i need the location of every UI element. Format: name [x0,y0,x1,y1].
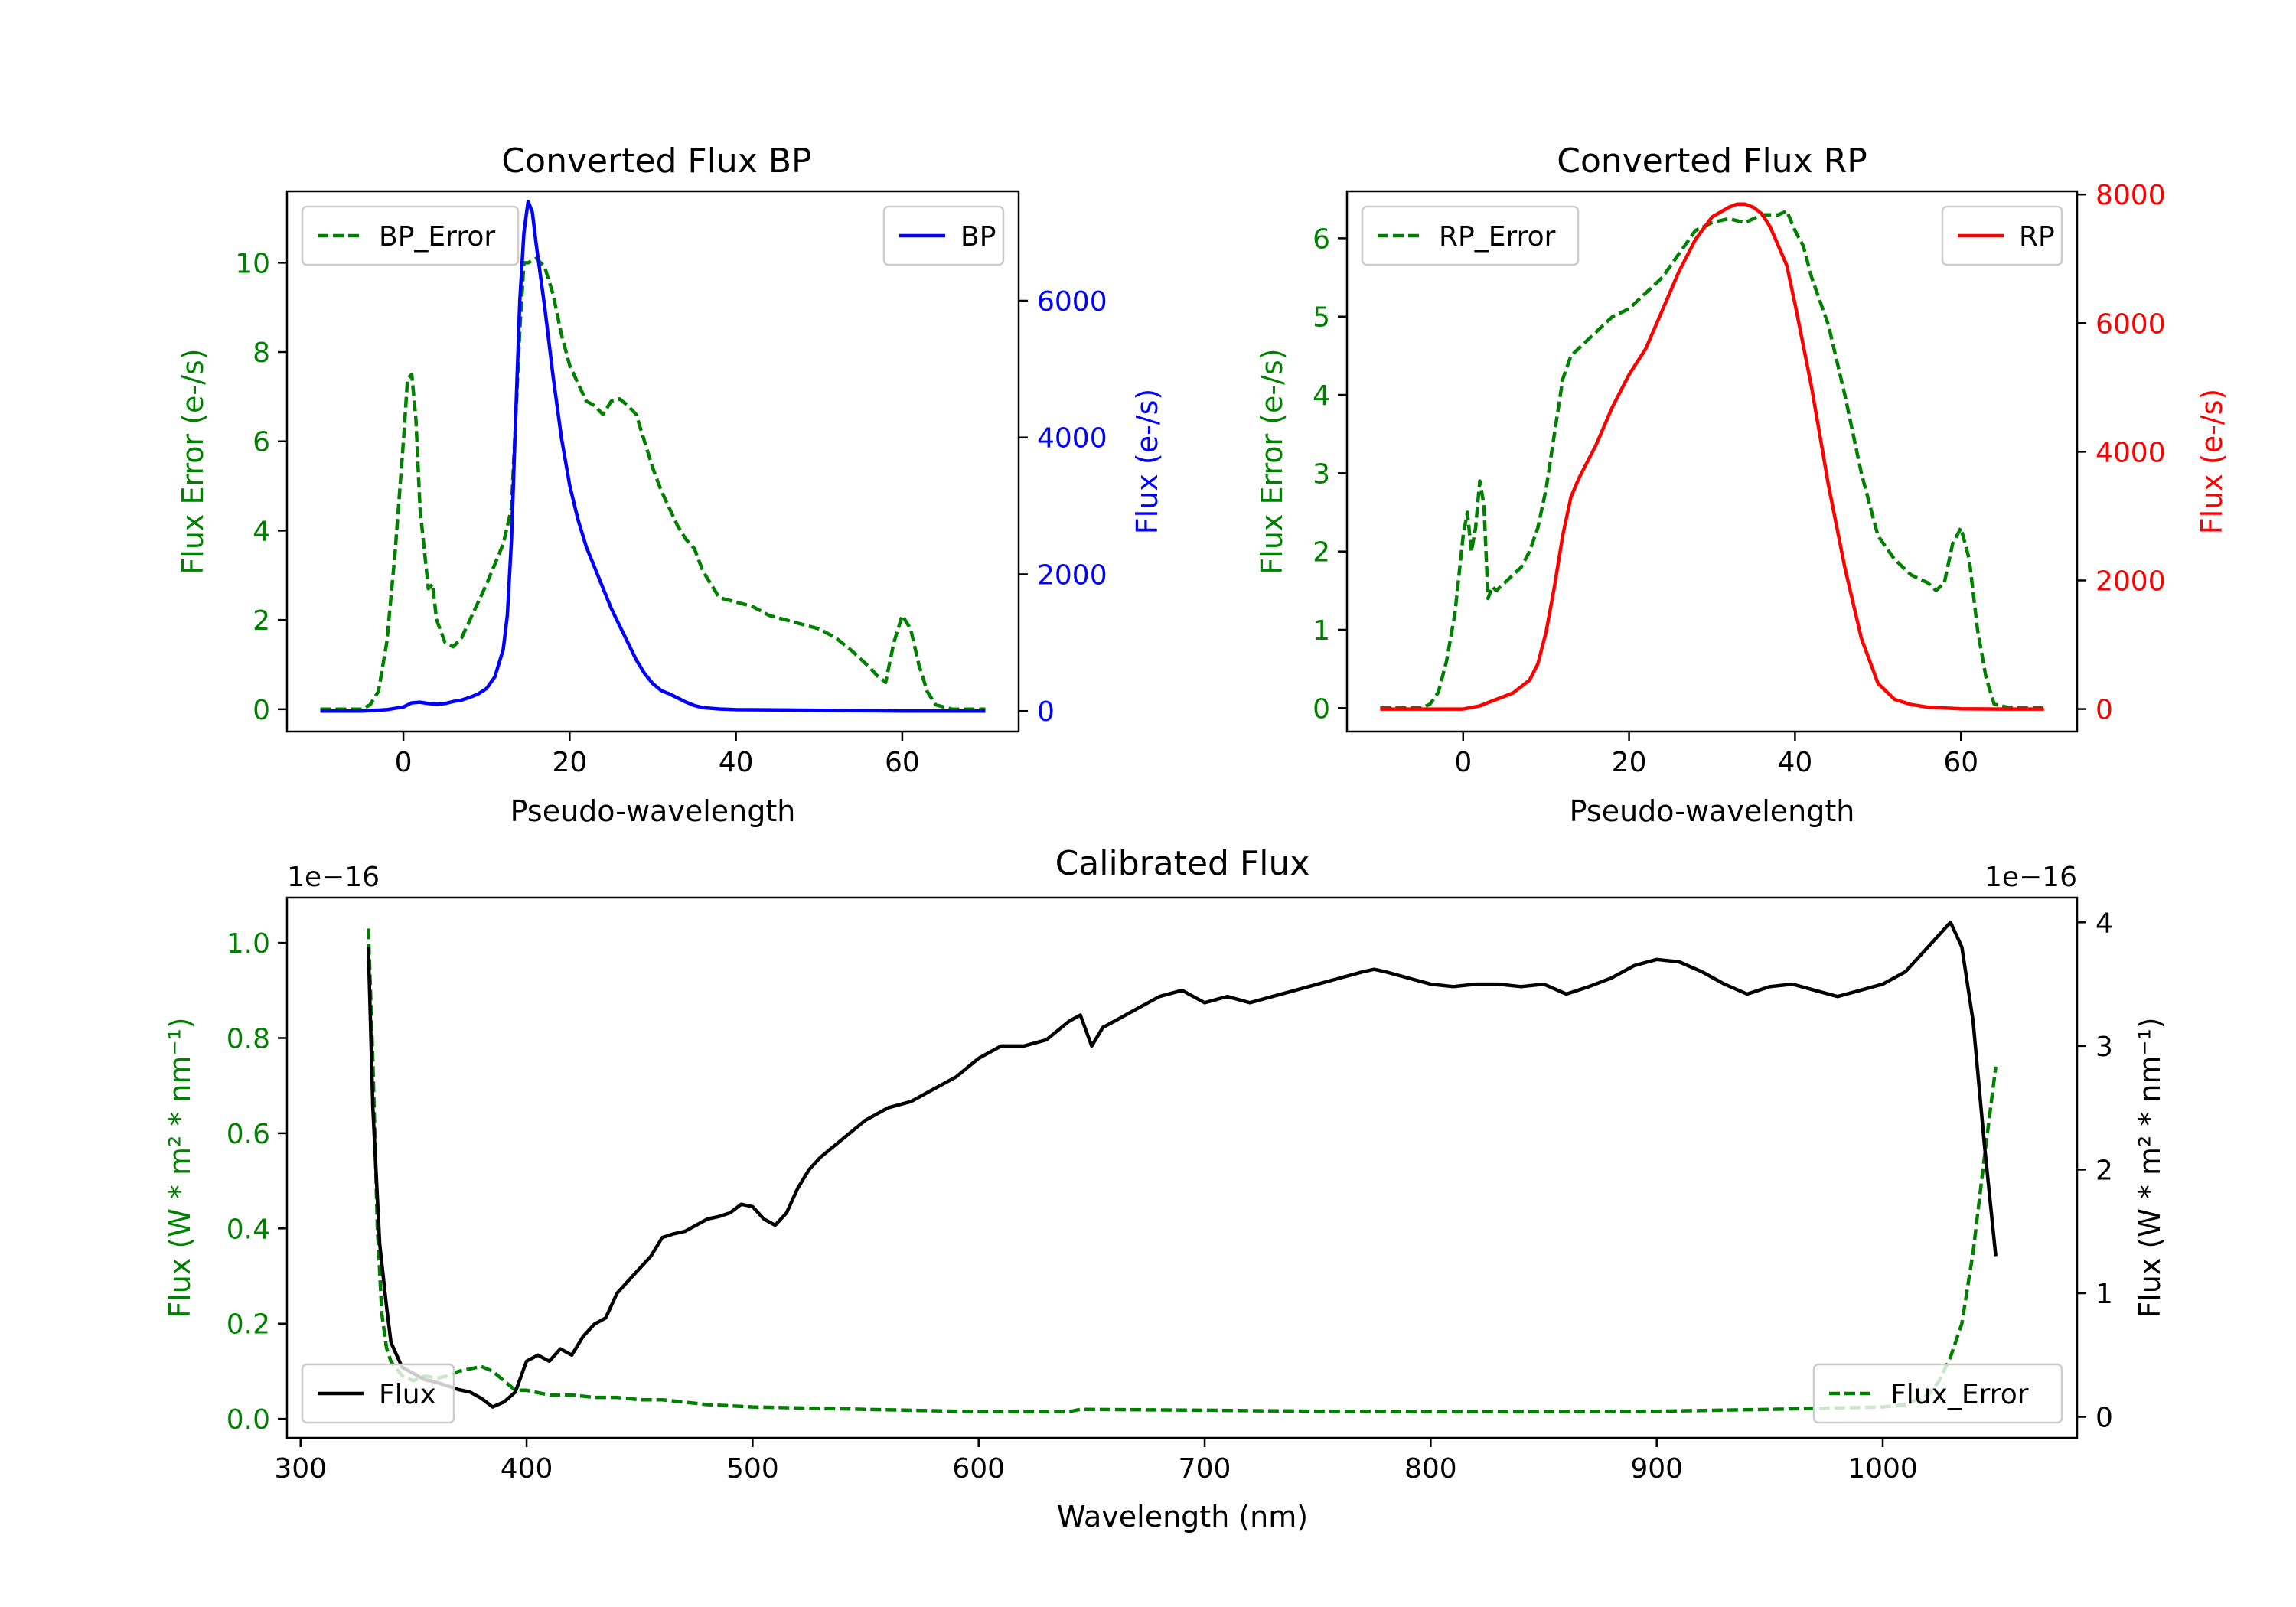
calibrated-xtick-label: 900 [1630,1453,1683,1485]
calibrated-ytick-left-label: 0.2 [227,1309,270,1341]
rp-legend-box-rp-error [1361,205,1580,266]
bp-ytick-left-label: 8 [253,337,270,369]
bp-legend-label-bp-error: BP_Error [379,221,495,253]
bp-ytick-left-label: 10 [235,248,270,279]
bp-ytick-right-label: 4000 [1037,423,1107,455]
rp-ytick-right-label: 6000 [2095,308,2166,340]
calibrated-ytick-right-label: 1 [2095,1279,2113,1310]
rp-ytick-left-label: 1 [1313,615,1330,647]
calibrated-ytick-right-label: 4 [2095,908,2113,939]
rp-xtick-label: 60 [1943,747,1978,778]
calibrated-legend-label-flux-error: Flux_Error [1890,1379,2029,1410]
calibrated-xlabel: Wavelength (nm) [1057,1500,1308,1534]
calibrated-ylabel-right: Flux (W * m² * nm⁻¹) [2133,1017,2167,1318]
rp-ytick-right-label: 2000 [2095,566,2166,597]
rp-ytick-right-label: 8000 [2095,180,2166,211]
bp-title: Converted Flux BP [501,142,811,181]
rp-axes-frame [1345,190,2079,733]
calibrated-ytick-right-label: 3 [2095,1032,2113,1063]
rp-xlabel: Pseudo-wavelength [1570,794,1855,828]
rp-xtick-label: 0 [1454,747,1472,778]
calibrated-title: Calibrated Flux [1055,844,1310,883]
rp-ytick-left-label: 2 [1313,537,1330,569]
calibrated-offset-right: 1e−16 [1985,862,2077,893]
calibrated-xtick-label: 1000 [1848,1453,1918,1485]
bp-series-bp-line [320,200,986,713]
calibrated-offset-left: 1e−16 [287,862,380,893]
rp-ytick-left-label: 6 [1313,223,1330,255]
bp-series-bp-error-line [320,256,986,712]
rp-legend-label-rp: RP [2019,221,2055,253]
bp-ytick-right-label: 0 [1037,696,1055,728]
bp-ytick-left-label: 6 [253,427,270,458]
bp-ytick-left-label: 4 [253,516,270,547]
bp-legend-box-bp-error [301,205,520,266]
rp-ytick-left-label: 3 [1313,458,1330,490]
calibrated-xtick-label: 600 [952,1453,1005,1485]
calibrated-ytick-right-label: 0 [2095,1403,2113,1434]
bp-xtick-label: 60 [885,747,920,778]
rp-series-rp-error-line [1380,209,2044,710]
rp-ytick-right-label: 0 [2095,695,2113,726]
bp-ytick-left-label: 2 [253,605,270,637]
rp-ytick-left-label: 0 [1313,693,1330,725]
calibrated-series-flux-line [367,921,1998,1409]
calibrated-ytick-left-label: 0.8 [227,1023,270,1054]
calibrated-legend-label-flux: Flux [379,1379,436,1410]
bp-xtick-label: 20 [552,747,587,778]
rp-legend-label-rp-error: RP_Error [1439,221,1556,253]
rp-ylabel-left: Flux Error (e-/s) [1255,348,1289,574]
calibrated-xtick-label: 800 [1404,1453,1457,1485]
rp-ylabel-right: Flux (e-/s) [2195,389,2229,534]
rp-ytick-left-label: 5 [1313,302,1330,334]
bp-xlabel: Pseudo-wavelength [510,794,796,828]
calibrated-ytick-left-label: 0.0 [227,1404,270,1436]
calibrated-xtick-label: 700 [1179,1453,1231,1485]
rp-panel: Converted Flux RP 0 20 40 60 0 1 2 3 4 5 6 0 2000 4… [1255,142,2229,828]
rp-title: Converted Flux RP [1557,142,1867,181]
bp-legend-label-bp: BP [960,221,996,253]
bp-axes-frame [285,190,1020,733]
calibrated-series-flux-error-line [367,928,1998,1414]
rp-ytick-left-label: 4 [1313,380,1330,412]
rp-ytick-right-label: 4000 [2095,437,2166,468]
bp-ytick-right-label: 6000 [1037,286,1107,318]
calibrated-ytick-left-label: 0.6 [227,1119,270,1150]
bp-ylabel-right: Flux (e-/s) [1130,389,1164,534]
bp-xtick-label: 0 [395,747,413,778]
bp-xtick-label: 40 [719,747,754,778]
calibrated-ytick-right-label: 2 [2095,1155,2113,1186]
calibrated-legend-box-flux-error [1812,1363,2063,1424]
calibrated-ytick-left-label: 0.4 [227,1214,270,1245]
rp-xtick-label: 20 [1612,747,1647,778]
rp-series-rp-line [1380,202,2044,711]
rp-xtick-label: 40 [1778,747,1813,778]
calibrated-legend-box-flux [301,1363,455,1424]
calibrated-panel: Calibrated Flux 1e−16 1e−16 300 400 500 600… [163,844,2167,1534]
calibrated-xtick-label: 500 [726,1453,779,1485]
bp-ylabel-left: Flux Error (e-/s) [176,348,210,574]
calibrated-xtick-label: 400 [501,1453,553,1485]
bp-panel: Converted Flux BP 0 20 40 60 0 2 4 6 8 10 0 2000 4… [176,142,1164,828]
calibrated-ytick-left-label: 1.0 [227,928,270,960]
bp-ytick-left-label: 0 [253,695,270,726]
calibrated-xtick-label: 300 [274,1453,327,1485]
calibrated-axes-frame [285,896,2079,1439]
bp-ytick-right-label: 2000 [1037,559,1107,591]
calibrated-ylabel-left: Flux (W * m² * nm⁻¹) [163,1017,197,1318]
